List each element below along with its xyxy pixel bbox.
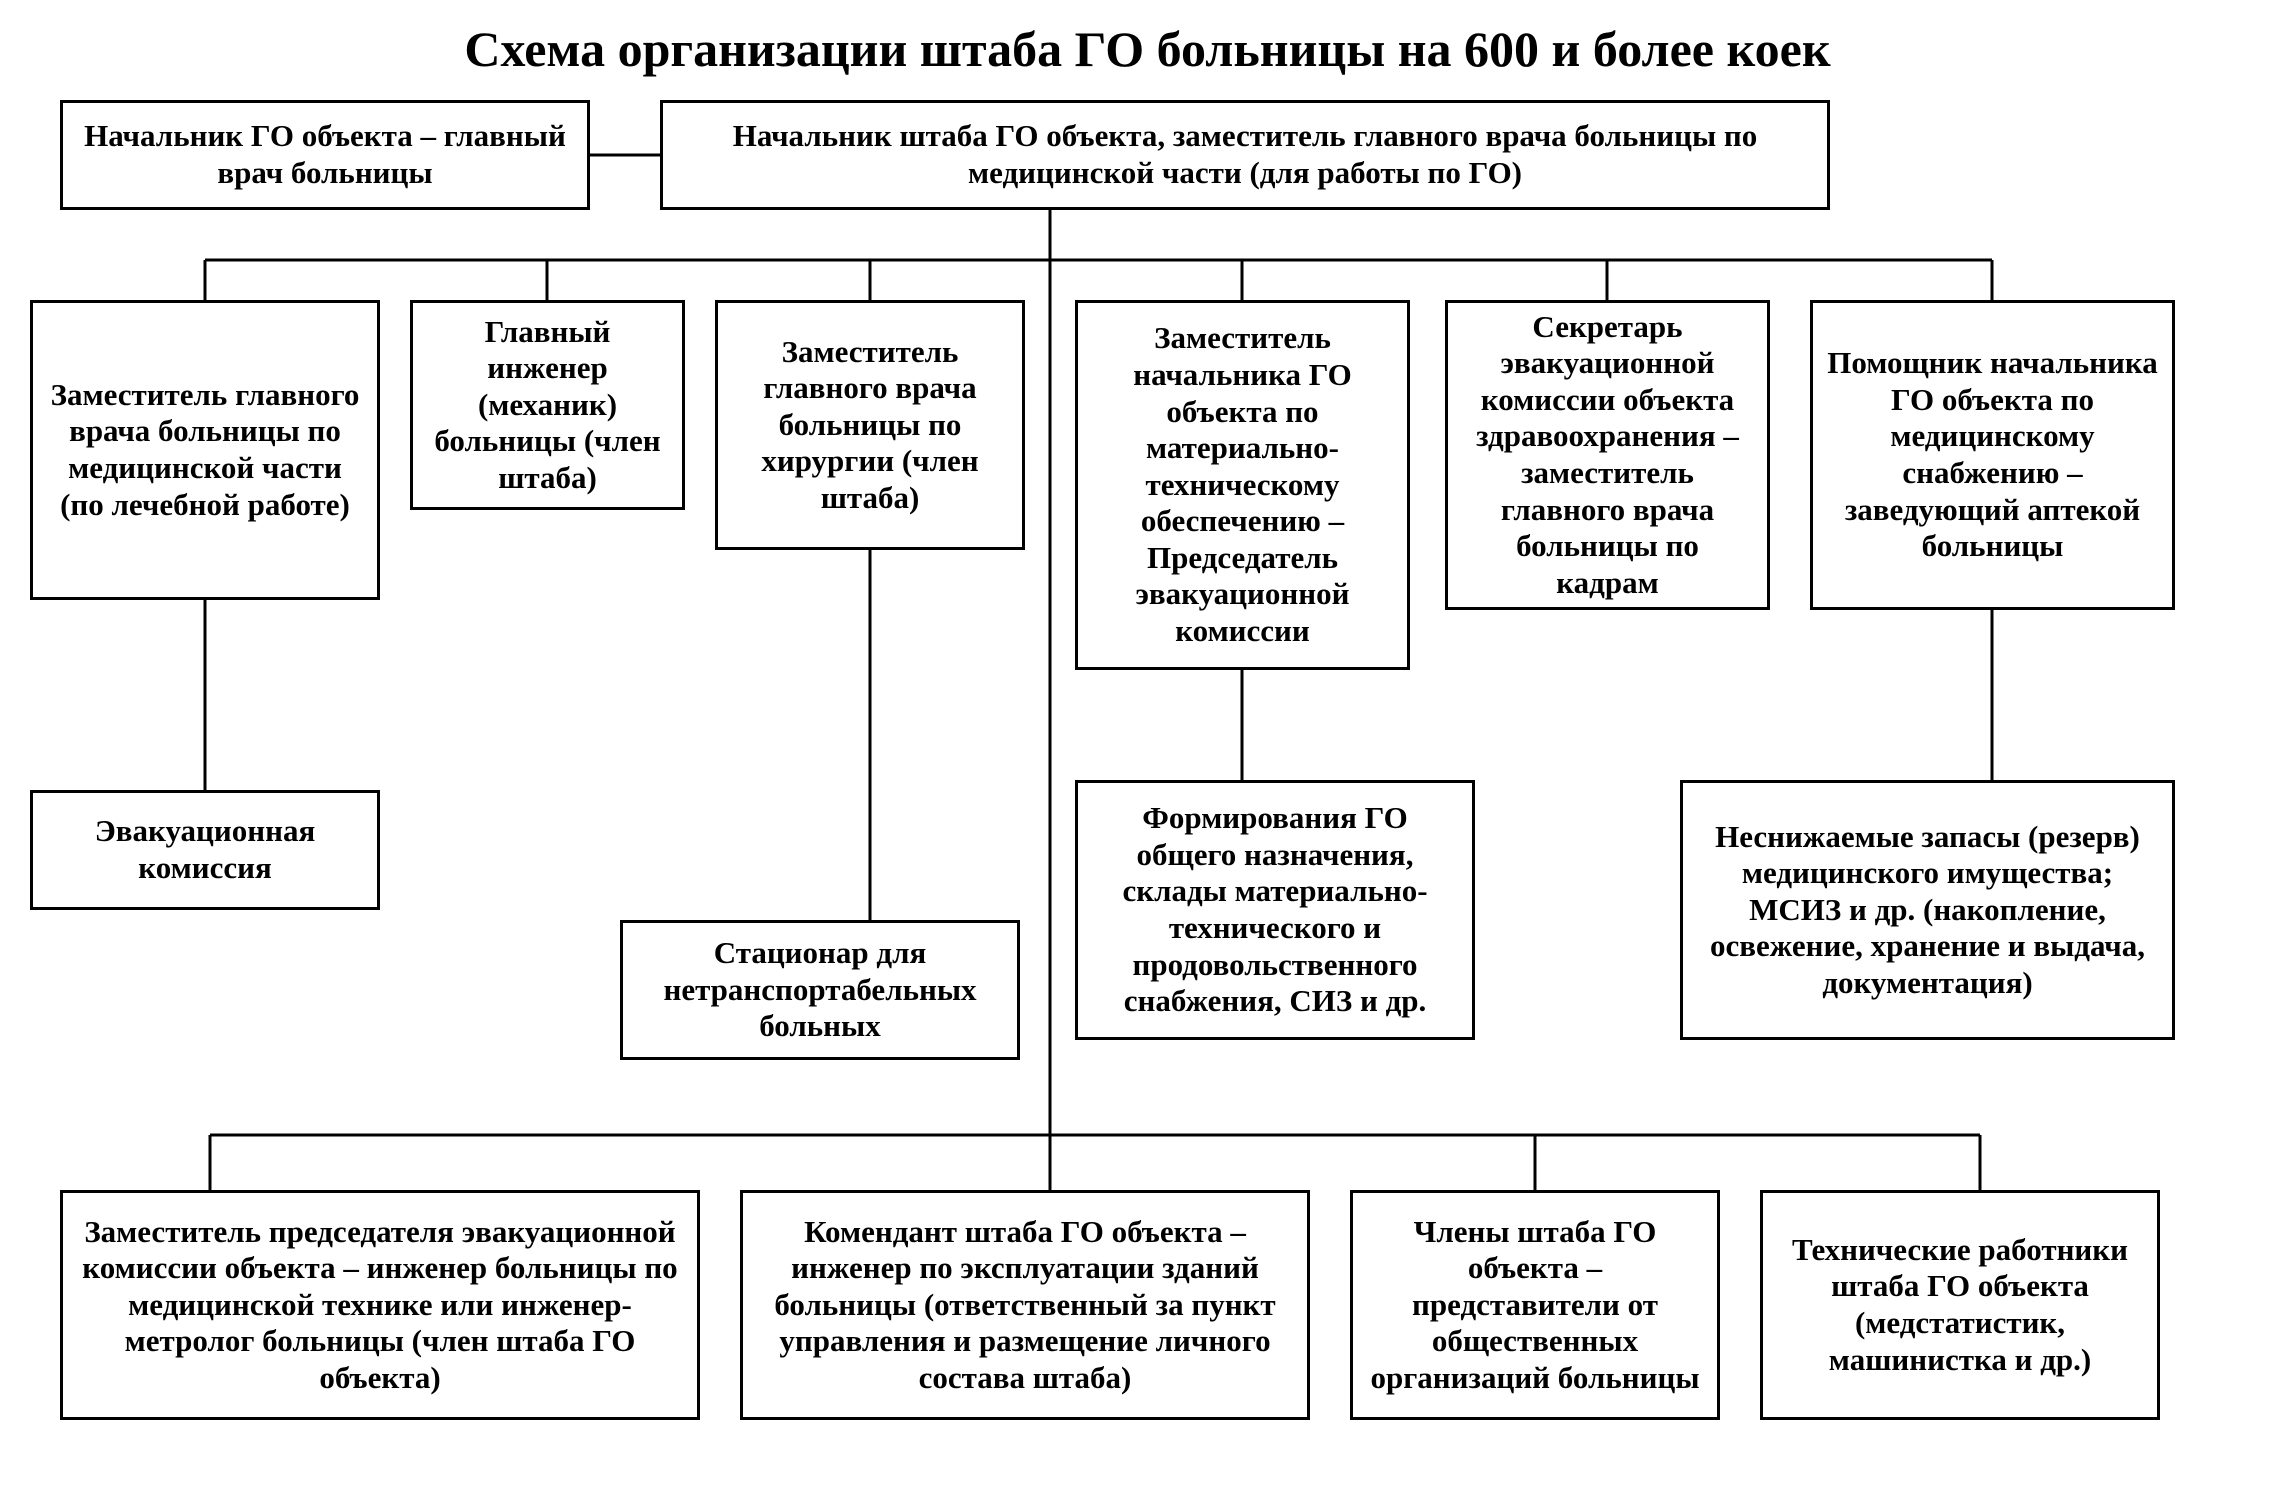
org-node-n14: Комендант штаба ГО объекта – инженер по … <box>740 1190 1310 1420</box>
org-node-n1: Начальник ГО объекта – главный врач боль… <box>60 100 590 210</box>
org-node-n16: Технические работники штаба ГО объекта (… <box>1760 1190 2160 1420</box>
org-node-n3: Заместитель главного врача больницы по м… <box>30 300 380 600</box>
org-node-n4: Главный инженер (механик) больницы (член… <box>410 300 685 510</box>
org-node-n15: Члены штаба ГО объекта – представители о… <box>1350 1190 1720 1420</box>
org-node-n6: Заместитель начальника ГО объекта по мат… <box>1075 300 1410 670</box>
org-node-n11: Формирования ГО общего назначения, склад… <box>1075 780 1475 1040</box>
org-node-n13: Заместитель председателя эвакуационной к… <box>60 1190 700 1420</box>
org-node-n5: Заместитель главного врача больницы по х… <box>715 300 1025 550</box>
org-node-n12: Неснижаемые запасы (резерв) медицинского… <box>1680 780 2175 1040</box>
org-node-n8: Помощник начальника ГО объекта по медици… <box>1810 300 2175 610</box>
org-node-n7: Секретарь эвакуационной комиссии объекта… <box>1445 300 1770 610</box>
diagram-title: Схема организации штаба ГО больницы на 6… <box>0 20 2295 78</box>
org-node-n10: Стационар для нетранспортабельных больны… <box>620 920 1020 1060</box>
org-node-n2: Начальник штаба ГО объекта, заместитель … <box>660 100 1830 210</box>
org-node-n9: Эвакуационная комиссия <box>30 790 380 910</box>
